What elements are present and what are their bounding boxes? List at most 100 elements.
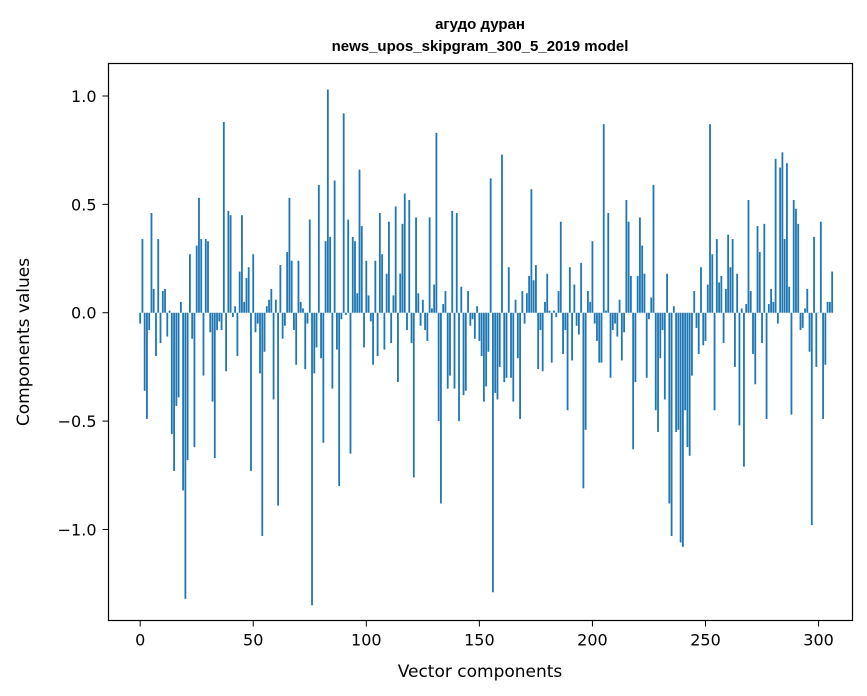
- bar: [385, 273, 388, 313]
- bar: [519, 312, 521, 419]
- bar: [580, 262, 583, 313]
- bar: [254, 312, 257, 333]
- bar: [469, 312, 472, 326]
- bar: [358, 169, 361, 313]
- bar: [435, 132, 438, 313]
- bar: [745, 304, 748, 313]
- bar: [453, 312, 456, 389]
- bar: [417, 293, 420, 313]
- bar: [408, 200, 411, 313]
- bar: [277, 312, 280, 506]
- bar: [693, 291, 696, 313]
- bar: [304, 312, 307, 370]
- bar: [424, 312, 426, 331]
- bar: [824, 312, 827, 365]
- bar: [668, 312, 671, 504]
- y-axis-ticks: −1.0 −0.5 0.0 0.5 1.0: [58, 87, 109, 539]
- bar: [141, 239, 144, 313]
- bar: [444, 291, 447, 313]
- bar: [195, 245, 198, 313]
- bar: [815, 312, 818, 367]
- bar: [801, 312, 804, 328]
- x-tick-label: 200: [577, 631, 608, 650]
- bar: [566, 312, 569, 411]
- bar: [265, 306, 268, 313]
- bar: [406, 312, 408, 331]
- bar: [259, 312, 261, 374]
- bar: [311, 312, 313, 606]
- bar: [600, 312, 603, 363]
- bar: [795, 208, 797, 313]
- bar: [765, 312, 768, 419]
- bar: [810, 312, 813, 526]
- bar: [720, 275, 723, 313]
- bar: [193, 312, 196, 448]
- bar: [528, 275, 531, 313]
- bar: [209, 312, 212, 333]
- bar: [632, 312, 635, 450]
- bar: [451, 210, 454, 313]
- bar: [492, 312, 494, 593]
- bar: [412, 312, 415, 478]
- bar: [783, 239, 786, 313]
- bars-group: [139, 89, 834, 606]
- bar: [605, 310, 607, 313]
- bar: [360, 226, 363, 313]
- bar: [464, 312, 467, 391]
- bar: [555, 312, 558, 318]
- bar: [639, 217, 641, 313]
- bar: [727, 234, 730, 313]
- bar: [462, 312, 465, 396]
- bar: [743, 312, 745, 467]
- bar: [516, 312, 519, 359]
- bar: [786, 163, 788, 313]
- bar: [227, 210, 230, 313]
- bar: [677, 312, 680, 430]
- bar: [709, 124, 711, 313]
- bar: [749, 291, 752, 313]
- bar: [731, 239, 734, 313]
- bar: [675, 312, 678, 432]
- bar: [261, 312, 264, 536]
- bar: [571, 312, 573, 361]
- bar: [234, 306, 237, 313]
- bar: [616, 312, 619, 337]
- bar: [222, 122, 225, 313]
- bar: [535, 265, 537, 313]
- bar: [758, 252, 761, 313]
- bar: [306, 312, 309, 324]
- bar: [349, 312, 352, 454]
- bar: [654, 312, 657, 411]
- bar: [691, 312, 693, 376]
- bar: [365, 260, 368, 313]
- bar: [788, 286, 791, 313]
- bar: [553, 310, 555, 313]
- bar: [392, 295, 395, 313]
- bar: [623, 312, 625, 333]
- bar: [293, 312, 295, 331]
- bar: [320, 312, 322, 359]
- bar: [740, 308, 743, 313]
- bar: [326, 89, 329, 313]
- bar: [476, 306, 479, 313]
- bar: [279, 265, 282, 313]
- y-tick-label: −1.0: [58, 520, 97, 539]
- bar: [388, 221, 390, 313]
- bar: [286, 252, 289, 313]
- bar: [182, 312, 185, 491]
- bar: [283, 312, 286, 326]
- bar: [419, 312, 422, 326]
- bar: [648, 312, 650, 320]
- bar: [421, 299, 424, 313]
- bar: [636, 275, 639, 313]
- bar: [247, 267, 250, 313]
- bar: [331, 312, 334, 389]
- bar: [706, 284, 709, 313]
- bar: [229, 215, 232, 313]
- bar: [650, 297, 653, 313]
- chart-title: агудо дуран: [435, 16, 525, 33]
- bar: [155, 312, 157, 357]
- bar: [754, 312, 757, 385]
- bar: [446, 312, 449, 389]
